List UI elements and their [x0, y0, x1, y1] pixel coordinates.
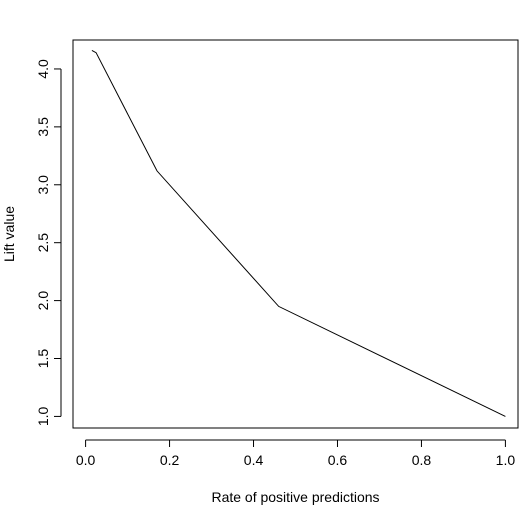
x-tick-label: 0.8 — [412, 452, 432, 468]
y-tick-label: 3.5 — [35, 117, 51, 137]
series-line — [91, 49, 506, 417]
y-axis-label: Lift value — [1, 206, 17, 262]
plot-box — [72, 39, 519, 429]
y-tick-label: 4.0 — [35, 59, 51, 79]
y-axis: 1.0 1.5 2.0 2.5 3.0 3.5 4.0 — [35, 59, 62, 426]
x-tick-label: 0.6 — [328, 452, 348, 468]
x-tick-label: 0.4 — [244, 452, 264, 468]
y-tick-label: 1.5 — [35, 349, 51, 369]
x-tick-label: 0.0 — [76, 452, 96, 468]
y-tick-label: 1.0 — [35, 406, 51, 426]
y-tick-label: 2.0 — [35, 291, 51, 311]
y-tick-label: 2.5 — [35, 233, 51, 253]
x-tick-label: 1.0 — [496, 452, 516, 468]
x-axis-label: Rate of positive predictions — [211, 489, 379, 505]
x-axis: 0.0 0.2 0.4 0.6 0.8 1.0 — [76, 439, 516, 468]
x-tick-label: 0.2 — [160, 452, 180, 468]
series-layer — [91, 49, 506, 417]
y-tick-label: 3.0 — [35, 175, 51, 195]
